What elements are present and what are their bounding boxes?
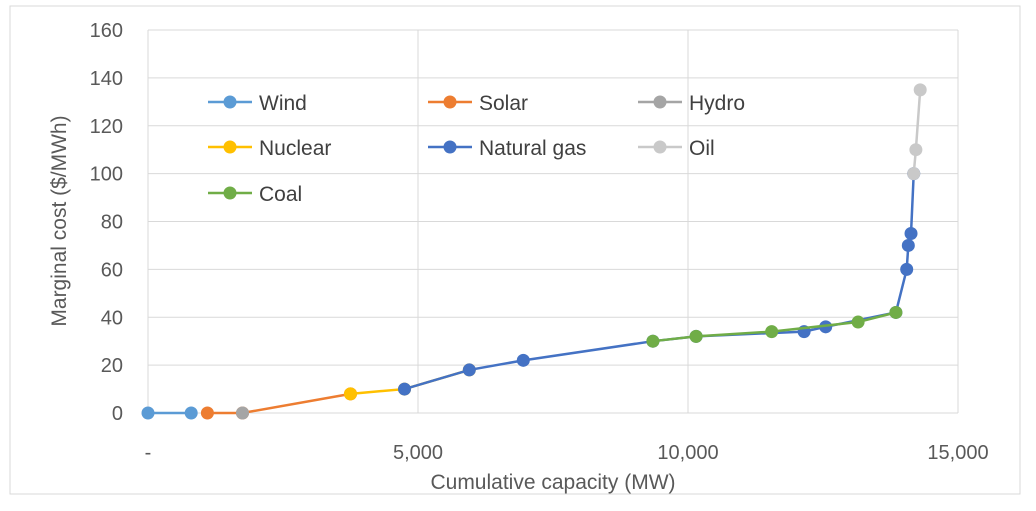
y-tick-label: 80 (101, 212, 123, 234)
y-tick-label: 160 (90, 20, 123, 42)
legend-swatch-marker (443, 95, 457, 109)
data-point (909, 143, 923, 157)
legend-label: Oil (689, 137, 715, 160)
legend-entry: Nuclear (208, 137, 331, 160)
chart-frame (9, 5, 1021, 495)
legend-label: Wind (259, 92, 307, 115)
x-tick-label: - (145, 442, 152, 464)
x-axis-title: Cumulative capacity (MW) (430, 471, 675, 494)
series (646, 305, 903, 348)
data-point (904, 226, 918, 240)
x-tick-label: 10,000 (657, 442, 718, 464)
series (141, 406, 198, 420)
legend-entry: Coal (208, 183, 302, 206)
legend-entry: Solar (428, 92, 528, 115)
legend-entry: Wind (208, 92, 307, 115)
legend-label: Solar (479, 92, 528, 115)
data-point (913, 83, 927, 97)
y-axis-ticks: 0 20 40 60 80 100 120 140 160 (90, 20, 123, 425)
legend-swatch-marker (223, 95, 237, 109)
y-tick-label: 0 (112, 403, 123, 425)
y-tick-label: 40 (101, 307, 123, 329)
data-point (398, 382, 411, 396)
legend-label: Hydro (689, 92, 745, 115)
legend-entry: Natural gas (428, 137, 586, 160)
y-tick-label: 60 (101, 259, 123, 281)
grid (147, 29, 959, 414)
data-point (765, 325, 779, 339)
legend-swatch-marker (653, 140, 667, 154)
data-point (907, 167, 921, 181)
x-axis-ticks: - 5,000 10,000 15,000 (145, 442, 989, 464)
data-point (901, 238, 915, 252)
series (236, 406, 249, 420)
data-point (184, 406, 198, 420)
y-tick-label: 100 (90, 164, 123, 186)
data-point (851, 315, 865, 329)
data-point (462, 363, 476, 377)
series-layer (141, 83, 927, 420)
legend-entry: Hydro (638, 92, 745, 115)
y-tick-label: 140 (90, 68, 123, 90)
legend-swatch-marker (443, 140, 457, 154)
data-point (344, 387, 357, 401)
data-point (236, 406, 249, 420)
data-point (689, 329, 703, 343)
x-tick-label: 15,000 (927, 442, 988, 464)
legend-swatch-marker (223, 186, 237, 200)
x-tick-label: 5,000 (393, 442, 443, 464)
series (907, 83, 927, 181)
legend-entry: Oil (638, 137, 715, 160)
data-point (200, 406, 214, 420)
y-tick-label: 120 (90, 116, 123, 138)
y-axis-title: Marginal cost ($/MWh) (48, 115, 71, 326)
y-tick-label: 20 (101, 355, 123, 377)
data-point (900, 262, 914, 276)
legend-label: Natural gas (479, 137, 586, 160)
legend-swatch-marker (653, 95, 667, 109)
data-point (516, 353, 530, 367)
legend-label: Coal (259, 183, 302, 206)
legend: Wind Solar Hydro Nuclear Natural gas Oil Coal (208, 92, 745, 206)
legend-label: Nuclear (259, 137, 331, 160)
data-point (889, 305, 903, 319)
data-point (646, 334, 660, 348)
legend-swatch-marker (223, 140, 237, 154)
data-point (141, 406, 155, 420)
